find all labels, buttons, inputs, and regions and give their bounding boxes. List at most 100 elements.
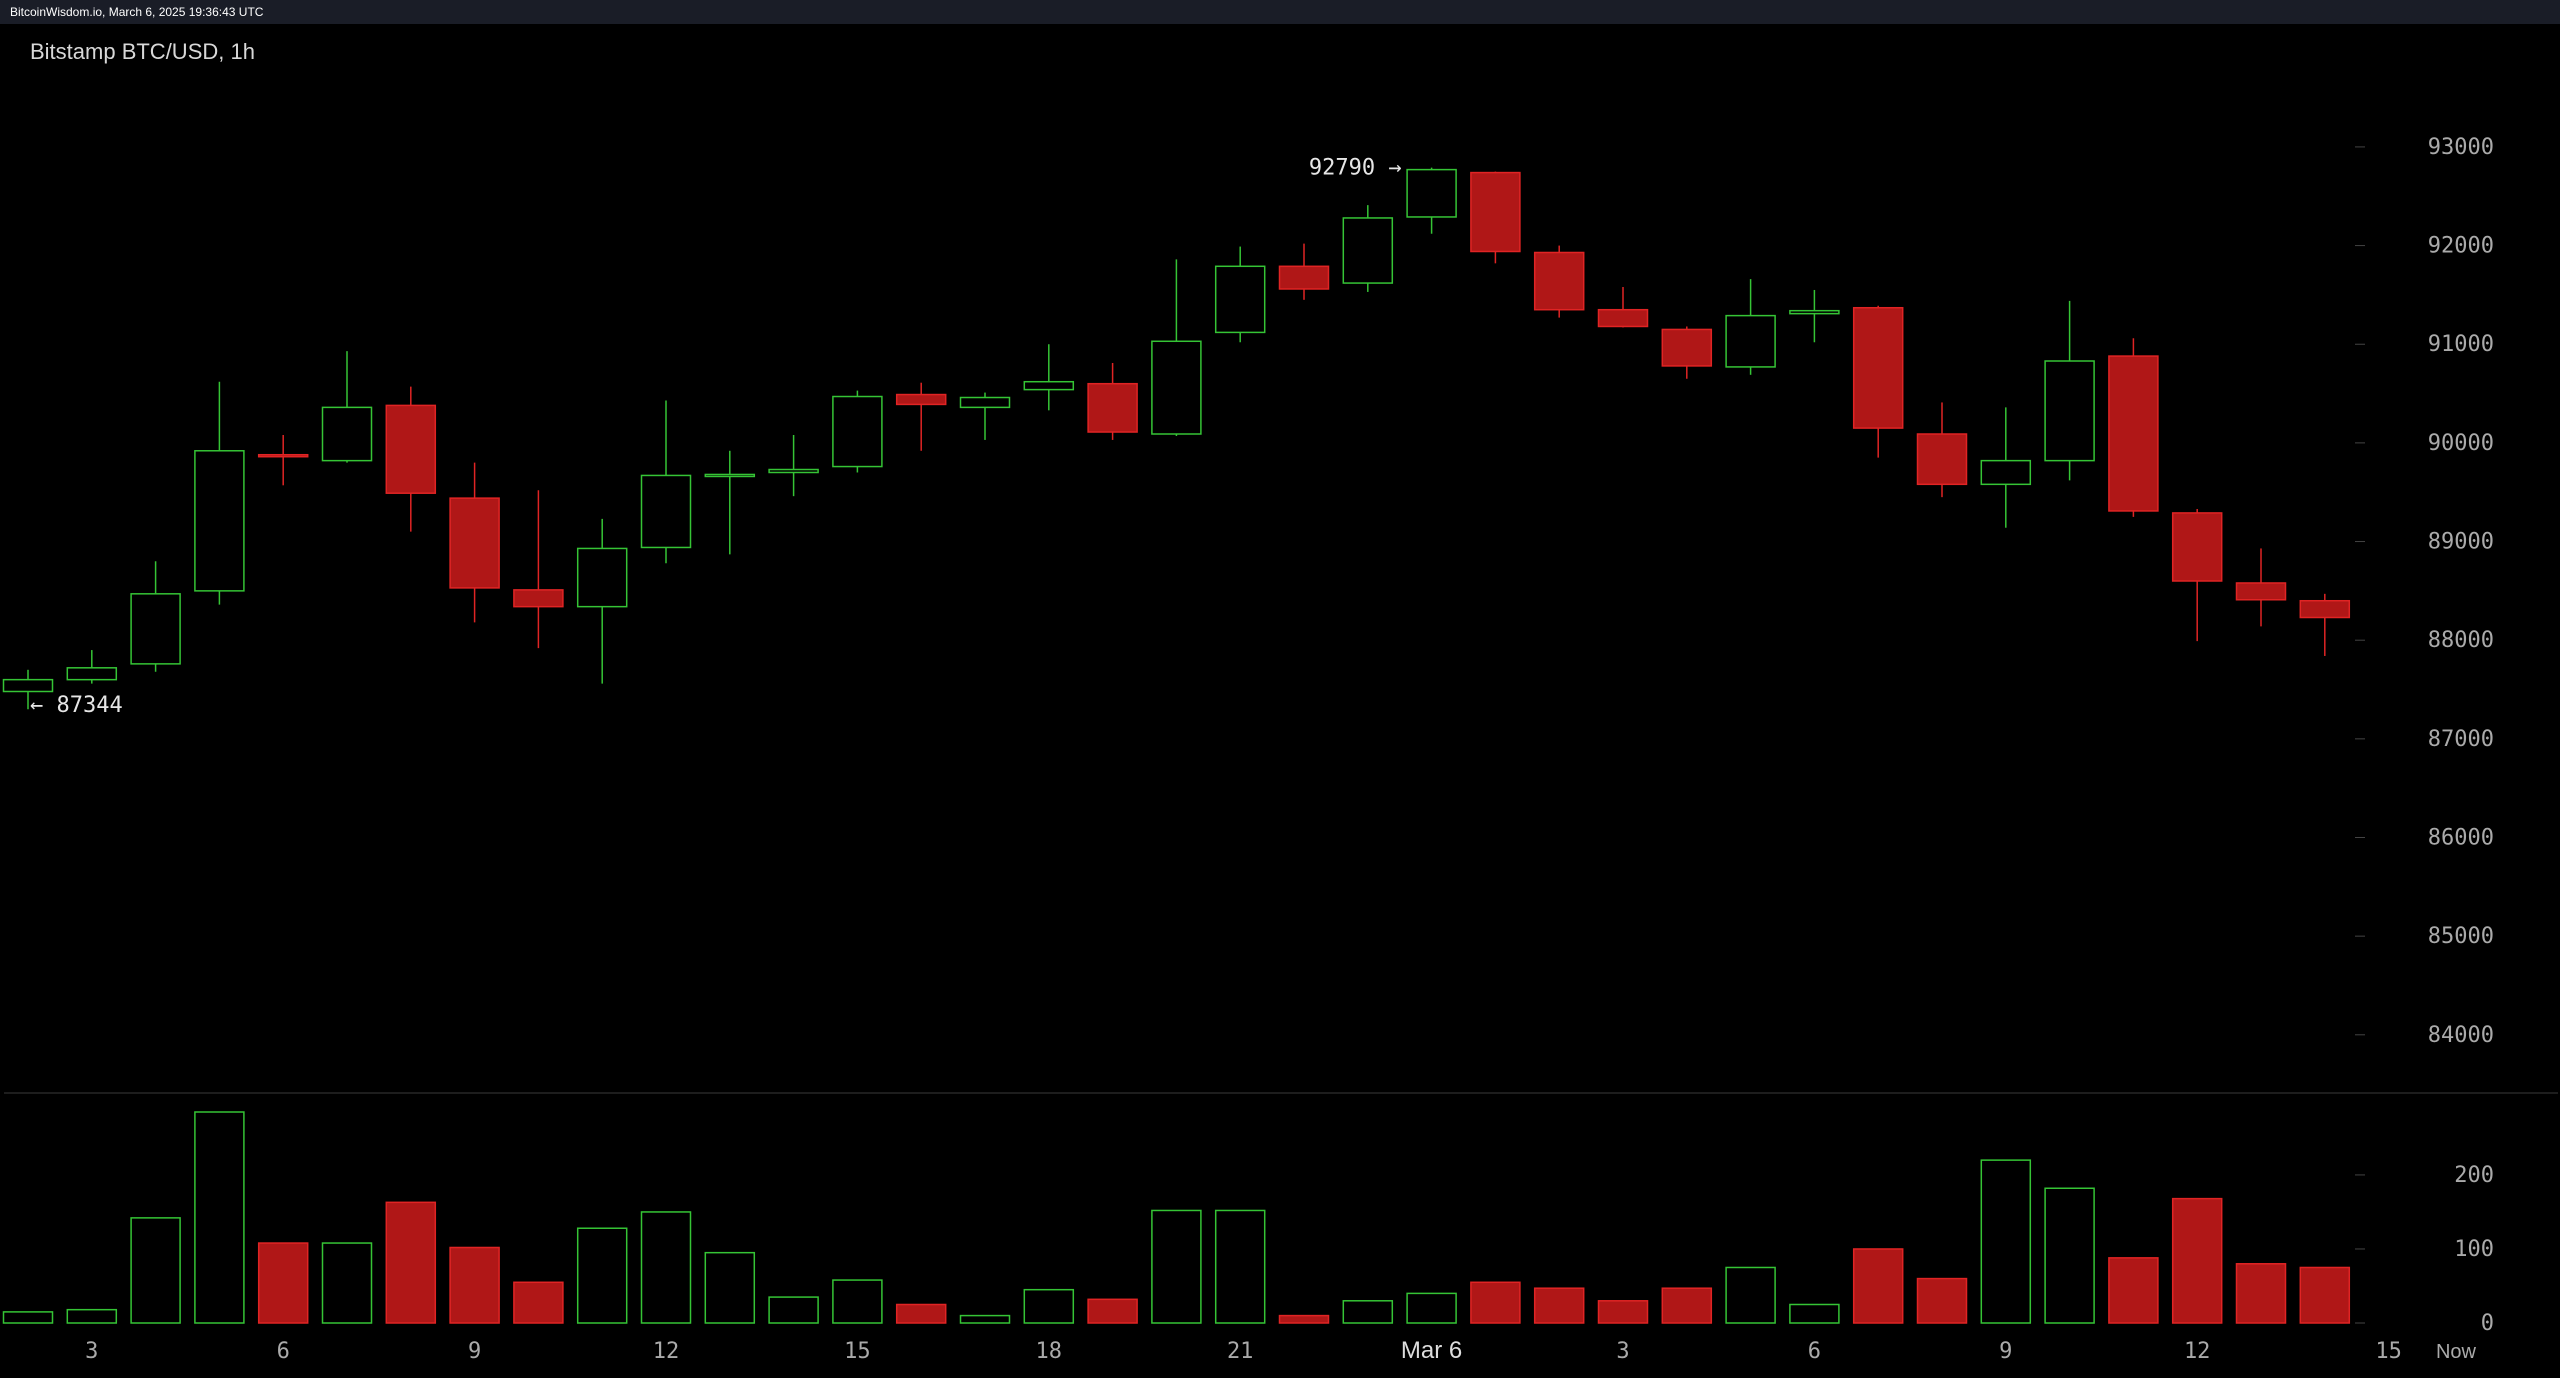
candle-body xyxy=(1725,314,1776,368)
volume-bar xyxy=(768,1296,819,1324)
candle xyxy=(321,351,373,463)
volume-bar xyxy=(1214,1209,1266,1324)
candle-body xyxy=(1789,309,1840,315)
volume-bar xyxy=(1406,1292,1457,1324)
candle xyxy=(2108,338,2159,517)
volume-bar xyxy=(1023,1288,1075,1324)
volume-bar xyxy=(704,1251,756,1324)
candle xyxy=(1852,305,1904,458)
candle xyxy=(130,561,181,672)
volume-bar xyxy=(1916,1277,1968,1324)
volume-tick-label: 0 xyxy=(2481,1311,2494,1336)
volume-bar xyxy=(1661,1287,1713,1324)
candle-body xyxy=(895,393,947,406)
candle xyxy=(2,669,54,710)
volume-bar xyxy=(321,1242,373,1324)
candle-body xyxy=(1597,308,1649,328)
top-status-bar: BitcoinWisdom.io, March 6, 2025 19:36:43… xyxy=(0,0,2560,24)
candle-body xyxy=(1214,265,1266,334)
candle xyxy=(832,390,883,473)
volume-bar xyxy=(2299,1266,2351,1324)
volume-bar xyxy=(1725,1266,1776,1324)
candle-body xyxy=(2235,582,2287,601)
candle xyxy=(2044,300,2095,481)
capture-info: BitcoinWisdom.io, March 6, 2025 19:36:43… xyxy=(10,5,264,19)
candle xyxy=(194,381,245,605)
volume-bar xyxy=(449,1246,500,1324)
candle xyxy=(1342,205,1394,292)
candle xyxy=(2171,508,2223,642)
candle xyxy=(640,400,692,564)
candle-body xyxy=(66,667,118,681)
volume-bar xyxy=(1789,1303,1840,1324)
candle-body xyxy=(1087,382,1138,433)
candle-body xyxy=(1023,380,1075,391)
candle-body xyxy=(1278,265,1330,290)
candle-body xyxy=(257,453,309,458)
volume-bar xyxy=(1342,1300,1394,1324)
price-tick-label: 90000 xyxy=(2428,431,2494,456)
price-tick-label: 87000 xyxy=(2428,727,2494,752)
volume-bar xyxy=(1278,1314,1330,1324)
candlestick-chart[interactable]: Bitstamp BTC/USD, 1h 84000 85000 86000 8700… xyxy=(2,24,2558,1374)
candle-body xyxy=(2299,599,2351,619)
volume-bar xyxy=(385,1201,437,1324)
price-tick-label: 91000 xyxy=(2428,332,2494,357)
volume-bar xyxy=(2044,1187,2095,1324)
chart-background xyxy=(2,24,2558,1374)
candle-body xyxy=(1151,340,1202,435)
candle-body xyxy=(321,406,373,462)
candle xyxy=(66,650,118,684)
candle xyxy=(449,462,500,623)
candle xyxy=(2235,548,2287,627)
candle xyxy=(1023,344,1075,411)
candle xyxy=(1916,402,1968,498)
time-tick-label: 6 xyxy=(277,1339,290,1364)
candle-body xyxy=(1661,328,1713,367)
volume-bar xyxy=(1597,1300,1649,1324)
candle-body xyxy=(576,547,628,608)
price-tick-label: 88000 xyxy=(2428,628,2494,653)
candle-body xyxy=(1852,306,1904,429)
candle-body xyxy=(2171,512,2223,582)
candle xyxy=(1214,246,1266,343)
candle xyxy=(768,434,819,497)
candle xyxy=(2299,593,2351,656)
volume-bars xyxy=(2,1111,2351,1324)
volume-bar xyxy=(832,1279,883,1324)
time-tick-label: 21 xyxy=(1227,1339,1254,1364)
volume-axis: 0 100 200 xyxy=(2355,1163,2494,1336)
candle-body xyxy=(1470,171,1521,253)
volume-bar xyxy=(130,1217,181,1324)
candles xyxy=(2,167,2351,710)
time-tick-label: 9 xyxy=(1999,1339,2012,1364)
candle xyxy=(1533,245,1585,318)
time-tick-label: 15 xyxy=(844,1339,871,1364)
volume-bar xyxy=(1151,1209,1202,1324)
chart-title: Bitstamp BTC/USD, 1h xyxy=(30,39,255,64)
candle-body xyxy=(959,396,1011,409)
candle-body xyxy=(768,468,819,474)
candle-body xyxy=(449,497,500,589)
time-tick-label: 9 xyxy=(468,1339,481,1364)
price-tick-label: 89000 xyxy=(2428,530,2494,555)
candle xyxy=(385,386,437,532)
chart-frame: Bitstamp BTC/USD, 1h 84000 85000 86000 8700… xyxy=(0,24,2560,1378)
price-tick-label: 84000 xyxy=(2428,1023,2494,1048)
volume-bar xyxy=(2171,1197,2223,1324)
candle xyxy=(1661,326,1713,379)
candle-body xyxy=(640,474,692,549)
time-tick-label: 12 xyxy=(2184,1339,2211,1364)
candle-body xyxy=(2,678,54,693)
price-tick-label: 92000 xyxy=(2428,234,2494,259)
price-tick-label: 85000 xyxy=(2428,924,2494,949)
volume-bar xyxy=(576,1227,628,1324)
time-tick-label: 18 xyxy=(1036,1339,1063,1364)
time-axis: 3 6 9 12 15 18 21 Mar 6 3 6 9 12 15 Now xyxy=(85,1337,2476,1364)
candle xyxy=(1725,279,1776,375)
now-label: Now xyxy=(2436,1341,2477,1363)
candle-body xyxy=(513,589,564,608)
time-tick-label: 12 xyxy=(653,1339,680,1364)
volume-bar xyxy=(959,1314,1011,1324)
time-tick-label: 6 xyxy=(1808,1339,1821,1364)
